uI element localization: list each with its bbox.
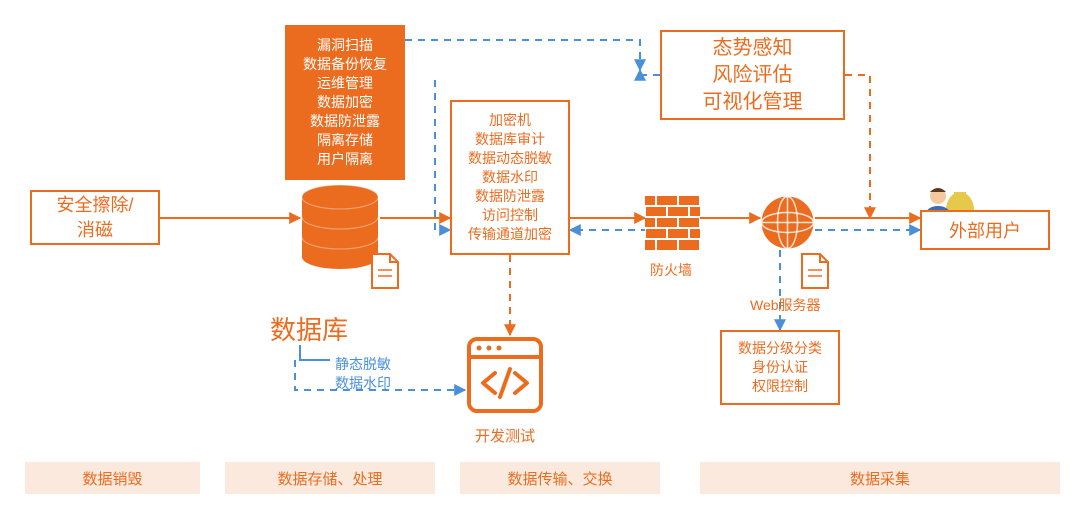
data-classification-items: 数据分级分类身份认证权限控制 — [738, 339, 822, 396]
list-item: 运维管理 — [303, 74, 387, 93]
list-item: 用户隔离 — [303, 150, 387, 169]
situational-awareness-box: 态势感知风险评估可视化管理 — [660, 30, 845, 120]
phase-bar: 数据传输、交换 — [460, 462, 660, 494]
dev-test-icon — [465, 335, 545, 415]
database-icon — [300, 185, 380, 270]
transmission-security-box: 加密机数据库审计数据动态脱敏数据水印数据防泄露访问控制传输通道加密 — [450, 100, 570, 255]
list-item: 身份认证 — [738, 358, 822, 377]
web-server-label: Web服务器 — [750, 295, 821, 315]
secure-erase-line1: 安全擦除/ — [56, 193, 133, 217]
external-user-label: 外部用户 — [949, 217, 1021, 243]
phase-bar: 数据存储、处理 — [225, 462, 435, 494]
database-note: 静态脱敏 数据水印 — [335, 355, 391, 393]
list-item: 漏洞扫描 — [303, 36, 387, 55]
firewall-icon — [645, 195, 700, 250]
list-item: 数据备份恢复 — [303, 55, 387, 74]
firewall-label: 防火墙 — [650, 260, 692, 280]
document-icon — [370, 252, 400, 290]
list-item: 数据库审计 — [468, 130, 552, 149]
phase-bar: 数据采集 — [700, 462, 1060, 494]
phase-bar: 数据销毁 — [25, 462, 200, 494]
secure-erase-line2: 消磁 — [56, 218, 133, 242]
list-item: 加密机 — [468, 111, 552, 130]
list-item: 访问控制 — [468, 206, 552, 225]
list-item: 隔离存储 — [303, 131, 387, 150]
list-item: 态势感知 — [703, 35, 803, 62]
list-item: 风险评估 — [703, 62, 803, 89]
list-item: 数据加密 — [303, 93, 387, 112]
list-item: 数据防泄露 — [303, 112, 387, 131]
data-classification-box: 数据分级分类身份认证权限控制 — [720, 330, 840, 405]
transmission-security-items: 加密机数据库审计数据动态脱敏数据水印数据防泄露访问控制传输通道加密 — [468, 111, 552, 243]
database-note-line2: 数据水印 — [335, 374, 391, 393]
globe-icon — [760, 195, 815, 250]
dev-test-label: 开发测试 — [475, 425, 535, 446]
database-note-line1: 静态脱敏 — [335, 355, 391, 374]
database-security-items: 漏洞扫描数据备份恢复运维管理数据加密数据防泄露隔离存储用户隔离 — [303, 36, 387, 168]
list-item: 数据分级分类 — [738, 339, 822, 358]
situational-awareness-items: 态势感知风险评估可视化管理 — [703, 35, 803, 116]
document-icon — [800, 252, 830, 290]
list-item: 传输通道加密 — [468, 225, 552, 244]
external-user-box: 外部用户 — [920, 210, 1050, 250]
list-item: 数据动态脱敏 — [468, 149, 552, 168]
secure-erase-box: 安全擦除/ 消磁 — [30, 190, 160, 245]
list-item: 权限控制 — [738, 377, 822, 396]
list-item: 可视化管理 — [703, 89, 803, 116]
list-item: 数据水印 — [468, 168, 552, 187]
list-item: 数据防泄露 — [468, 187, 552, 206]
database-security-box: 漏洞扫描数据备份恢复运维管理数据加密数据防泄露隔离存储用户隔离 — [285, 25, 405, 180]
database-label: 数据库 — [270, 310, 348, 347]
